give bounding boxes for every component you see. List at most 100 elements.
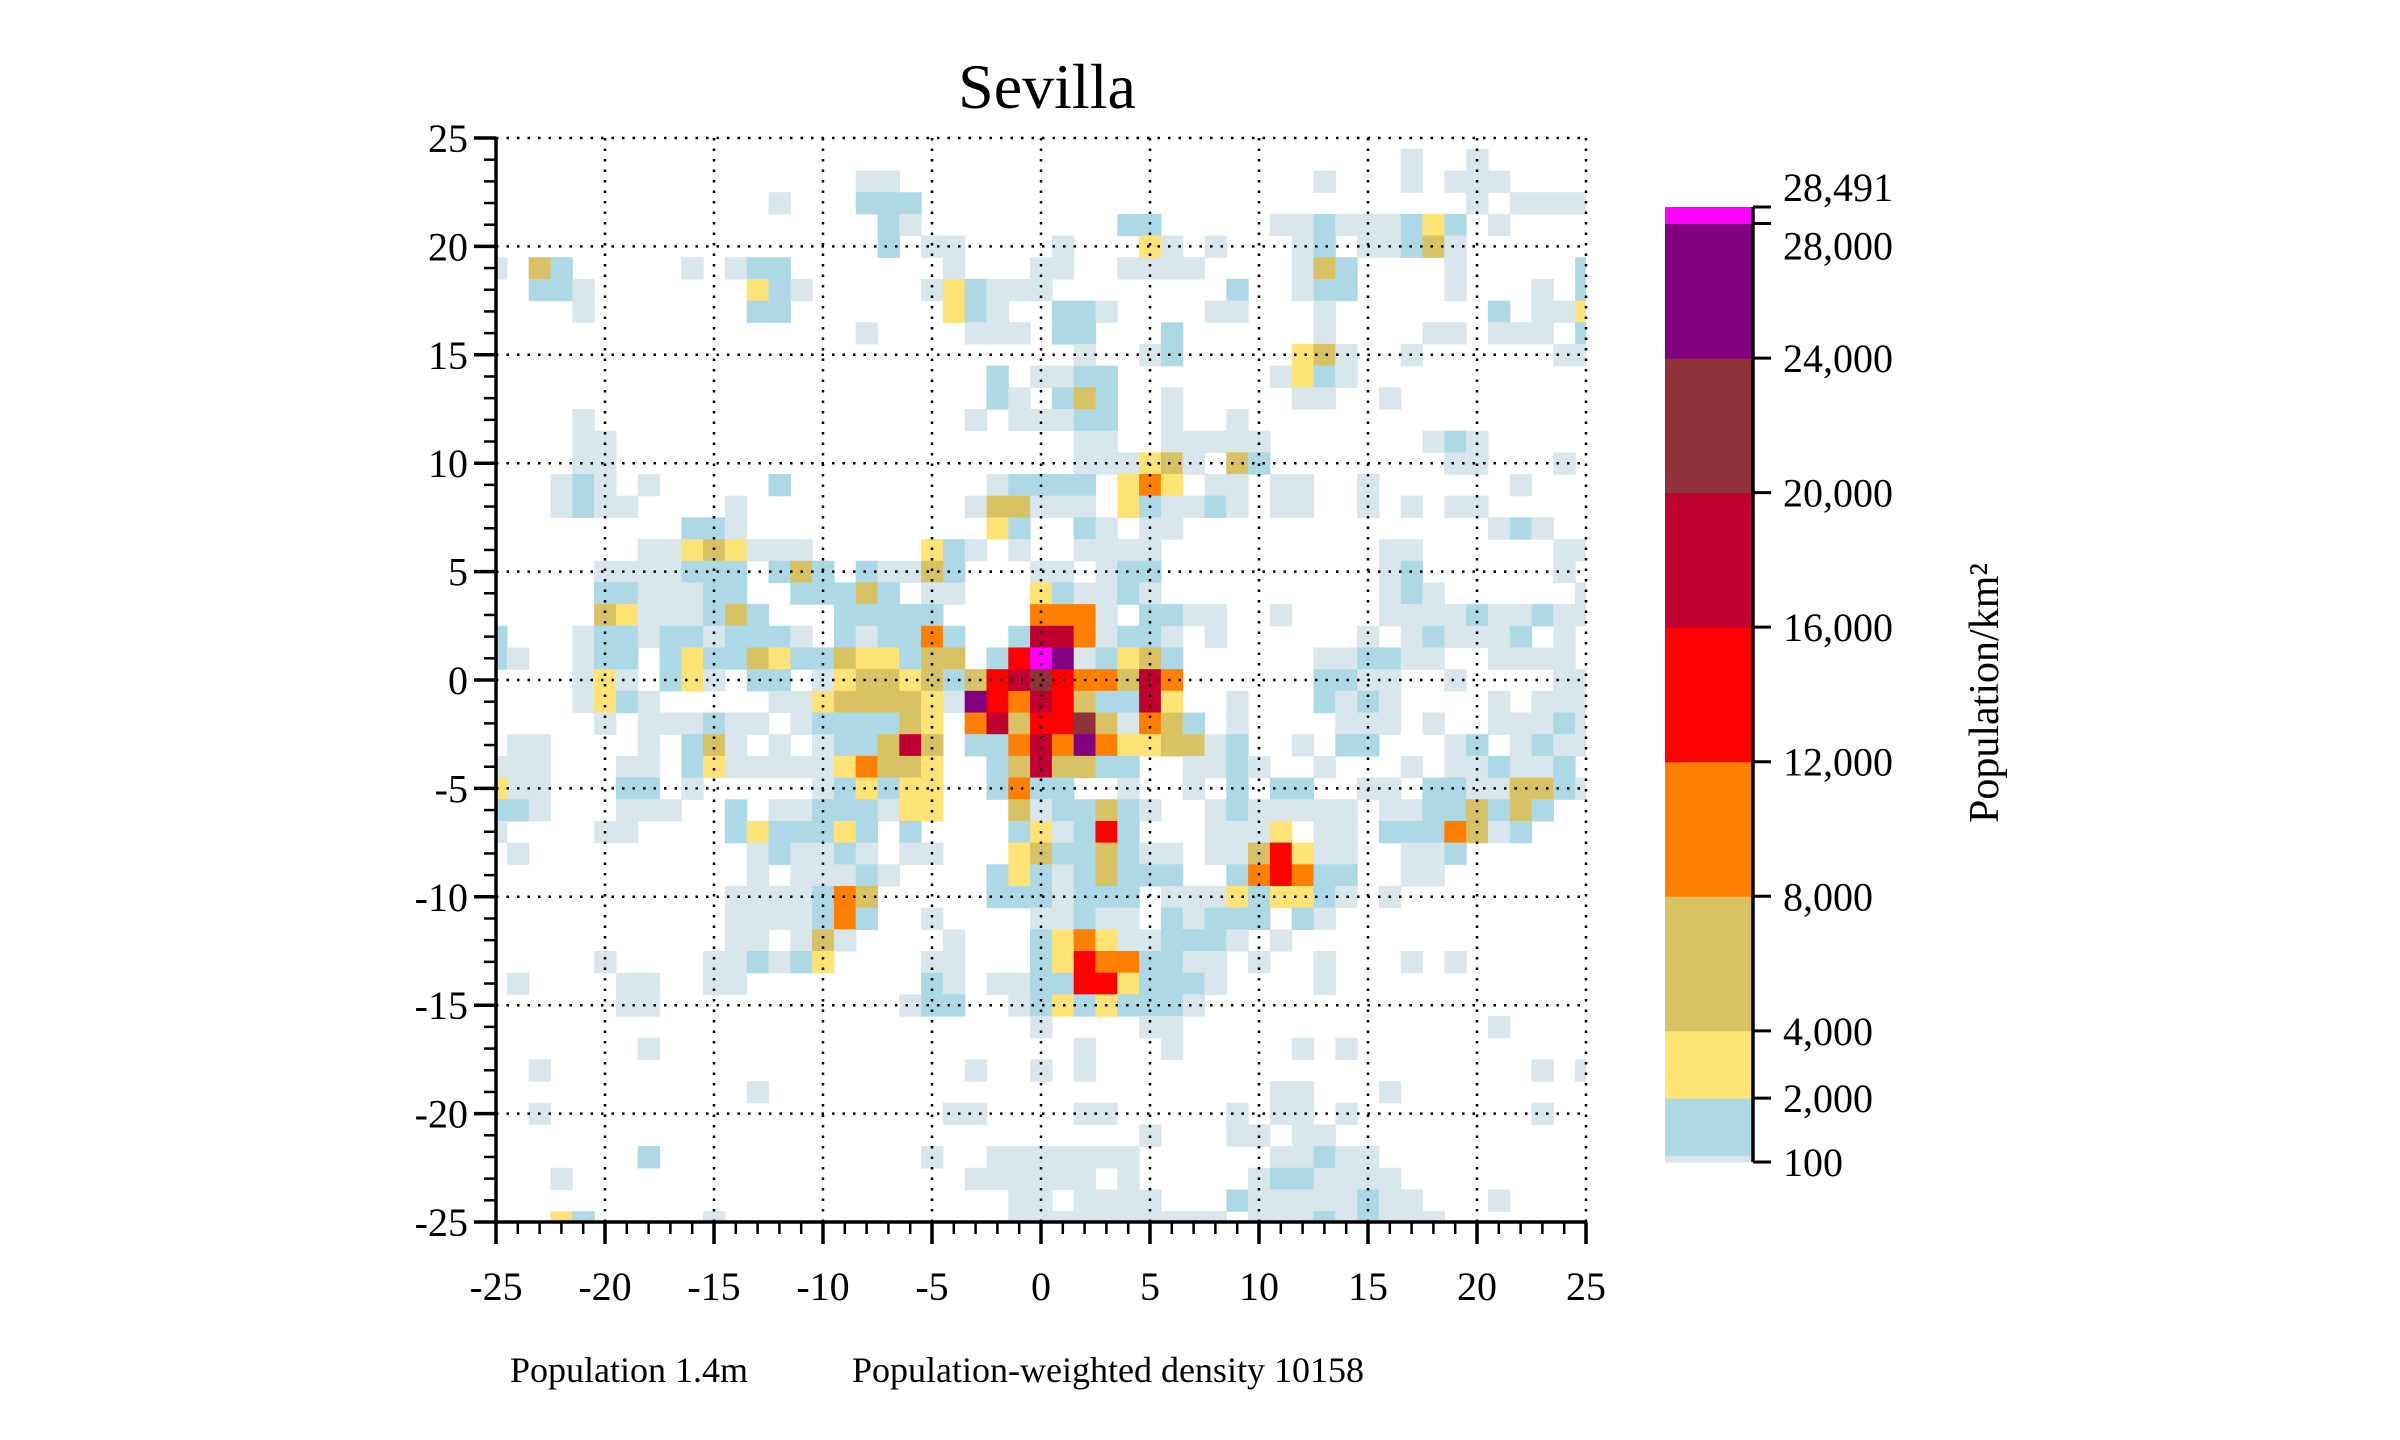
heatmap-cell [1226, 474, 1249, 497]
heatmap-cell [964, 1102, 988, 1126]
heatmap-cell [1160, 1037, 1184, 1060]
heatmap-cell [833, 625, 857, 649]
colorbar-band [1665, 1030, 1753, 1099]
heatmap-cell [1030, 647, 1053, 670]
heatmap-cell [1313, 907, 1336, 930]
heatmap-cell [1160, 517, 1184, 540]
heatmap-cell [1030, 278, 1053, 302]
heatmap-cell [1553, 343, 1576, 367]
heatmap-cell [1139, 951, 1162, 974]
y-tick-label: 15 [428, 333, 468, 378]
heatmap-cell [986, 864, 1009, 887]
heatmap-cell [1160, 430, 1184, 453]
heatmap-cell [1269, 885, 1293, 909]
heatmap-cell [1444, 278, 1467, 302]
heatmap-cell [790, 755, 813, 779]
heatmap-cell [1204, 430, 1227, 453]
heatmap-cell [899, 192, 922, 215]
heatmap-cell [1531, 755, 1554, 779]
heatmap-cell [1204, 951, 1227, 974]
heatmap-cell [1466, 430, 1489, 453]
heatmap-cell [1008, 972, 1031, 995]
heatmap-cell [812, 690, 835, 714]
heatmap-cell [1531, 1059, 1554, 1082]
heatmap-cell [1357, 712, 1380, 735]
heatmap-cell [1400, 951, 1424, 974]
heatmap-cell [942, 539, 966, 562]
heatmap-cell [899, 669, 922, 692]
heatmap-cell [1487, 755, 1511, 779]
heatmap-cell [1269, 842, 1293, 865]
heatmap-cell [1400, 582, 1424, 605]
heatmap-cell [681, 647, 704, 670]
heatmap-cell [1204, 907, 1227, 930]
heatmap-cell [1531, 604, 1554, 627]
heatmap-cell [1182, 994, 1206, 1017]
heatmap-cell [1357, 647, 1380, 670]
heatmap-cell [1487, 300, 1511, 323]
heatmap-cell [615, 799, 639, 822]
heatmap-cell [921, 690, 944, 714]
heatmap-cell [1095, 430, 1118, 453]
heatmap-cell [746, 864, 770, 887]
heatmap-cell [986, 300, 1009, 323]
heatmap-cell [899, 213, 922, 237]
colorbar: 100 2,000 4,000 8,000 12,000 16,000 20,000 24,0… [1665, 165, 1893, 1185]
heatmap-cell [877, 690, 900, 714]
heatmap-cell [1444, 951, 1467, 974]
heatmap-cell [1335, 864, 1358, 887]
heatmap-cell [1269, 1146, 1293, 1169]
heatmap-cell [1269, 929, 1293, 952]
heatmap-cell [1400, 539, 1424, 562]
heatmap-cell [1095, 300, 1118, 323]
heatmap-cell [1575, 604, 1586, 627]
heatmap-cell [1008, 278, 1031, 302]
heatmap-cell [615, 755, 639, 779]
heatmap-cell [1139, 669, 1162, 692]
heatmap-cell [1248, 907, 1271, 930]
heatmap-cell [1422, 864, 1445, 887]
heatmap-cell [1335, 257, 1358, 280]
heatmap-cell [1335, 278, 1358, 302]
heatmap-cell [1008, 820, 1031, 844]
heatmap-cell [1030, 907, 1053, 930]
heatmap-cell [572, 495, 595, 518]
heatmap-cell [877, 864, 900, 887]
heatmap-cell [1335, 690, 1358, 714]
heatmap-cell [1357, 213, 1380, 237]
heatmap-cell [1422, 842, 1445, 865]
y-tick-label: -10 [415, 875, 468, 920]
heatmap-cell [1030, 604, 1053, 627]
heatmap-cell [1160, 994, 1184, 1017]
heatmap-cell [1335, 820, 1358, 844]
heatmap-cell [496, 257, 508, 280]
heatmap-cell [1117, 820, 1140, 844]
heatmap-cell [1444, 625, 1467, 649]
heatmap-cell [724, 885, 748, 909]
heatmap-cell [1117, 842, 1140, 865]
chart-title: Sevilla [958, 51, 1136, 122]
heatmap-cell [1269, 474, 1293, 497]
heatmap-cell [1182, 755, 1206, 779]
y-tick-label: -15 [415, 983, 468, 1028]
heatmap-cell [659, 647, 682, 670]
heatmap-cell [1008, 669, 1031, 692]
heatmap-cell [1095, 387, 1118, 410]
heatmap-cell [681, 257, 704, 280]
heatmap-cell [1204, 972, 1227, 995]
heatmap-cell [1030, 560, 1053, 584]
heatmap-cell [1313, 885, 1336, 909]
heatmap-cell [703, 539, 726, 562]
heatmap-cell [1117, 495, 1140, 518]
heatmap-cell [812, 929, 835, 952]
heatmap-cell [1073, 864, 1097, 887]
heatmap-cell [1422, 820, 1445, 844]
heatmap-cell [1509, 322, 1533, 345]
heatmap-cell [1313, 257, 1336, 280]
heatmap-cell [724, 539, 748, 562]
heatmap-cell [1030, 929, 1053, 952]
heatmap-cell [921, 972, 944, 995]
heatmap-cell [877, 235, 900, 258]
heatmap-cell [964, 734, 988, 757]
heatmap-cell [1095, 734, 1118, 757]
